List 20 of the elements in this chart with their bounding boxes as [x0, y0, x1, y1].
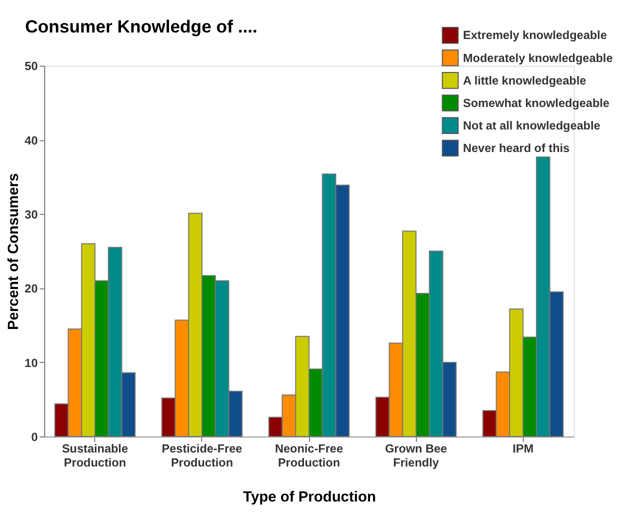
legend-label: Not at all knowledgeable	[463, 119, 601, 132]
x-tick-label: IPM	[512, 442, 534, 456]
y-tick-label: 20	[24, 282, 38, 296]
y-tick-label: 0	[31, 430, 38, 444]
legend-label: Extremely knowledgeable	[463, 29, 608, 42]
x-axis-title: Type of Production	[243, 490, 376, 506]
x-tick-label: Grown Bee Friendly	[384, 442, 448, 470]
x-tick-label: Neonic-Free Production	[275, 442, 344, 470]
legend-label: Never heard of this	[463, 142, 570, 156]
legend-label: Moderately knowledgeable	[463, 52, 614, 65]
y-axis-title: Percent of Consumers	[6, 173, 22, 330]
y-tick-label: 10	[24, 356, 38, 370]
legend-label: A little knowledgeable	[463, 74, 587, 88]
legend-label: Somewhat knowledgeable	[463, 96, 610, 110]
y-tick-label: 50	[24, 60, 38, 74]
chart-title: Consumer Knowledge of ....	[25, 16, 258, 36]
y-tick-label: 40	[24, 134, 38, 148]
y-tick-label: 30	[24, 208, 38, 222]
x-tick-label: Pesticide-Free Production	[162, 442, 243, 470]
x-tick-label: Sustainable Production	[62, 442, 128, 470]
